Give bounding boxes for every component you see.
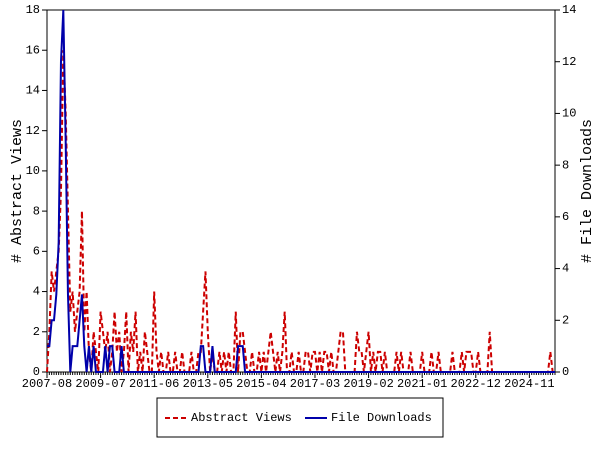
- x-tick-label: 2011-06: [129, 377, 179, 391]
- plot-frame: [46, 9, 556, 373]
- y-tick-label: 0: [33, 365, 40, 379]
- series-line: [46, 50, 555, 373]
- legend-box: [156, 397, 444, 438]
- series-line: [47, 9, 555, 373]
- y2-tick-label: 10: [562, 107, 576, 121]
- y2-tick-label: 4: [562, 262, 569, 276]
- y2-tick-label: 6: [562, 210, 569, 224]
- y-tick-label: 14: [26, 84, 40, 98]
- y-tick-label: 18: [26, 3, 40, 17]
- y-tick-label: 4: [33, 285, 40, 299]
- y2-tick-label: 14: [562, 3, 576, 17]
- x-tick-label: 2017-03: [290, 377, 340, 391]
- x-tick-label: 2024-11: [504, 377, 554, 391]
- y-tick-label: 8: [33, 204, 40, 218]
- x-tick-label: 2007-08: [22, 377, 72, 391]
- y-tick-label: 2: [33, 325, 40, 339]
- legend-label: Abstract Views: [191, 411, 292, 425]
- x-tick-label: 2021-01: [397, 377, 447, 391]
- x-tick-label: 2022-12: [451, 377, 501, 391]
- y-tick-label: 16: [26, 43, 40, 57]
- y-tick-label: 12: [26, 124, 40, 138]
- y2-axis-label: # File Downloads: [579, 119, 596, 263]
- y2-tick-label: 0: [562, 365, 569, 379]
- y2-tick-label: 2: [562, 313, 569, 327]
- x-tick-label: 2013-05: [183, 377, 233, 391]
- legend-label: File Downloads: [331, 411, 432, 425]
- y2-tick-label: 12: [562, 55, 576, 69]
- y2-tick-label: 8: [562, 158, 569, 172]
- y-axis-label: # Abstract Views: [9, 119, 26, 263]
- x-tick-label: 2009-07: [75, 377, 125, 391]
- x-tick-label: 2015-04: [236, 377, 286, 391]
- y-tick-label: 10: [26, 164, 40, 178]
- x-tick-label: 2019-02: [343, 377, 393, 391]
- y-tick-label: 6: [33, 245, 40, 259]
